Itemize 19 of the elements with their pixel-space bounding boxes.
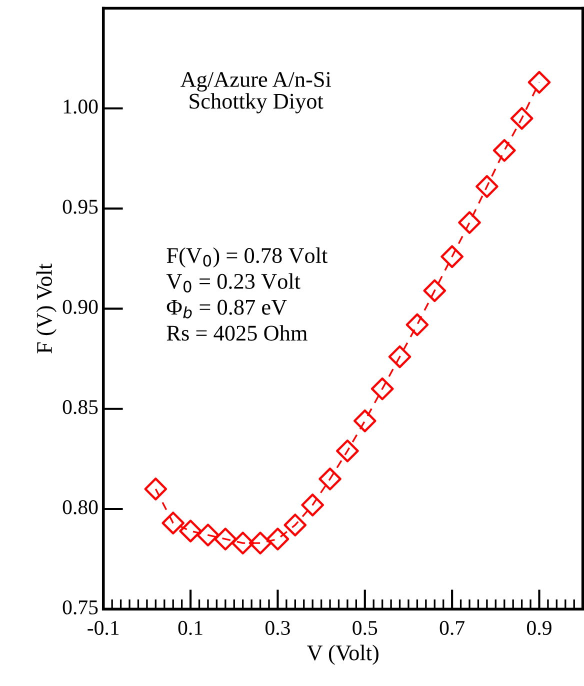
y-tick-label: 0.75: [62, 600, 98, 614]
annotation: Ag/Azure A/n-Si Schottky Diyot: [180, 72, 332, 114]
y-tick-label: 0.90: [62, 300, 98, 314]
x-tick-label: -0.1: [88, 620, 119, 636]
x-tick-label: 0.1: [178, 620, 202, 636]
y-tick-label: 0.85: [62, 400, 98, 414]
annotation: Rs = 4025 Ohm: [166, 325, 308, 341]
y-tick-label: 0.95: [62, 200, 98, 214]
annotation: Φ$_{b}$ = 0.87 eV: [166, 300, 287, 318]
annotation: V$_{0}$ = 0.23 Volt: [166, 273, 300, 293]
x-tick-label: 0.5: [352, 620, 378, 636]
annotation: F(V$_{0}$) = 0.78 Volt: [166, 247, 328, 268]
y-tick-label: 1.00: [64, 100, 98, 114]
x-tick-label: 0.3: [265, 620, 290, 636]
y-tick-label: 0.80: [62, 500, 98, 514]
x-tick-label: 0.9: [527, 620, 552, 636]
y-axis-title: F (V) Volt: [36, 264, 56, 354]
x-tick-label: 0.7: [440, 620, 464, 636]
x-axis-title: V (Volt): [307, 644, 378, 665]
